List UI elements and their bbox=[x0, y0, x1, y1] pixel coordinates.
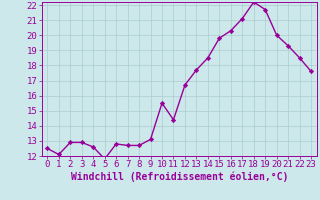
X-axis label: Windchill (Refroidissement éolien,°C): Windchill (Refroidissement éolien,°C) bbox=[70, 172, 288, 182]
